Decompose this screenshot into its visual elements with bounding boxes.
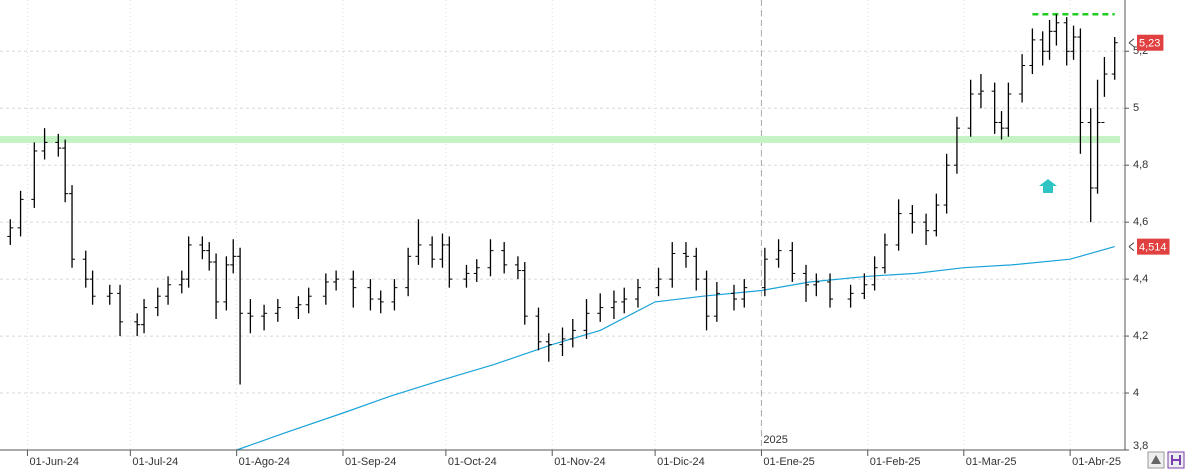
price-tag-label: 4,514 — [1139, 242, 1167, 254]
y-tick-label: 4,4 — [1133, 273, 1148, 285]
x-tick-label: 01-Nov-24 — [554, 456, 605, 468]
y-tick-label: 4,8 — [1133, 159, 1148, 171]
x-tick-label: 01-Oct-24 — [448, 456, 497, 468]
price-tag-label: 5,23 — [1139, 38, 1160, 50]
y-tick-label: 4 — [1133, 387, 1139, 399]
marks — [0, 12, 1120, 451]
toolbar — [1147, 451, 1185, 469]
price-pointer — [1128, 242, 1135, 252]
x-tick-label: 01-Abr-25 — [1072, 456, 1121, 468]
y-tick-label: 4,6 — [1133, 216, 1148, 228]
x-tick-label: 01-Ago-24 — [239, 456, 290, 468]
x-tick-label: 01-Dic-24 — [657, 456, 705, 468]
signal-arrow — [1039, 179, 1057, 193]
x-tick-label: 01-Jun-24 — [29, 456, 79, 468]
x-tick-label: 01-Ene-25 — [763, 456, 814, 468]
moving-average — [236, 246, 1115, 451]
save-glyph — [1171, 455, 1181, 465]
settings-glyph — [1151, 455, 1161, 464]
y-tick-label: 4,2 — [1133, 330, 1148, 342]
x-tick-label: 01-Feb-25 — [870, 456, 921, 468]
price-pointer — [1128, 38, 1135, 48]
year-label: 2025 — [763, 434, 787, 446]
y-tick-label: 3,8 — [1133, 440, 1148, 452]
x-tick-label: 01-Sep-24 — [345, 456, 396, 468]
price-tag — [1137, 238, 1170, 255]
y-tick-label: 5 — [1133, 102, 1139, 114]
x-tick-label: 01-Jul-24 — [132, 456, 178, 468]
x-tick-label: 01-Mar-25 — [966, 456, 1017, 468]
price-tag — [1137, 34, 1164, 51]
